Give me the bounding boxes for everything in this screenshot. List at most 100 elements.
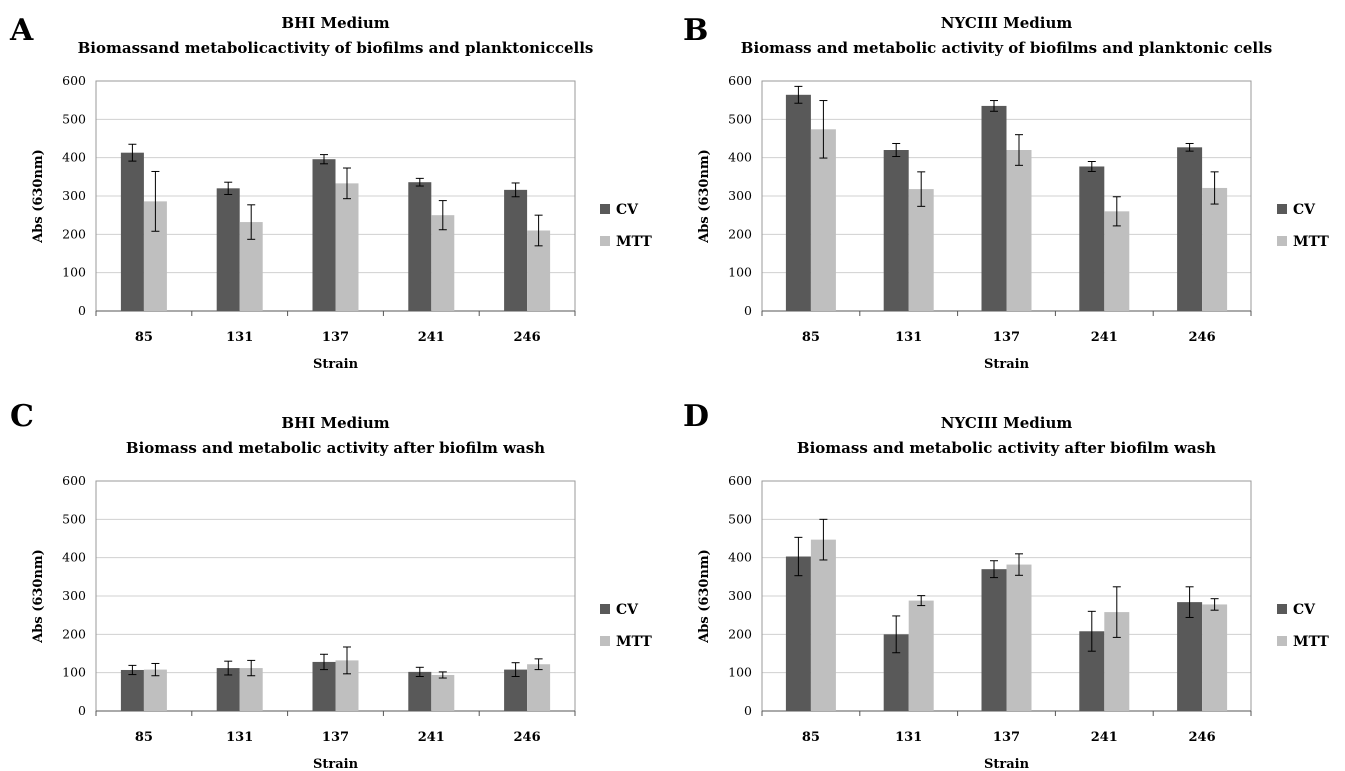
panel-letter-b: B bbox=[683, 13, 708, 48]
bar-mtt-131 bbox=[239, 668, 263, 711]
legend-swatch-mtt bbox=[600, 636, 610, 646]
y-tick-label: 500 bbox=[62, 111, 86, 126]
chart-subtitle-b: Biomass and metabolic activity of biofil… bbox=[741, 39, 1272, 57]
y-tick-label: 500 bbox=[728, 111, 752, 126]
bar-mtt-246 bbox=[1202, 187, 1228, 311]
x-axis-label-d: Strain bbox=[984, 757, 1030, 771]
bar-mtt-131 bbox=[908, 189, 934, 311]
legend-swatch-mtt bbox=[1277, 236, 1287, 246]
y-tick-label: 300 bbox=[62, 188, 86, 203]
bar-cv-137 bbox=[312, 159, 336, 311]
legend-swatch-cv bbox=[600, 604, 610, 614]
y-tick-label: 100 bbox=[62, 265, 86, 280]
legend-label-mtt: MTT bbox=[1293, 634, 1329, 650]
legend-swatch-cv bbox=[1277, 204, 1287, 214]
legend-label-cv: CV bbox=[616, 202, 639, 218]
bar-mtt-246 bbox=[527, 664, 551, 711]
bar-cv-241 bbox=[408, 182, 432, 311]
chart-svg-c: C BHI Medium Biomass and metabolic activit… bbox=[10, 399, 652, 771]
y-tick-label: 200 bbox=[728, 626, 752, 641]
chart-title-a: BHI Medium bbox=[281, 14, 389, 32]
bar-mtt-241 bbox=[431, 674, 455, 711]
bar-cv-137 bbox=[981, 569, 1007, 711]
x-axis-label-c: Strain bbox=[313, 757, 359, 771]
y-tick-label: 400 bbox=[62, 150, 86, 165]
x-category-label: 246 bbox=[514, 730, 541, 745]
y-tick-label: 0 bbox=[78, 303, 86, 318]
y-axis-label-c: Abs (630nm) bbox=[31, 549, 46, 644]
legend-label-mtt: MTT bbox=[616, 234, 652, 250]
y-tick-label: 600 bbox=[62, 473, 86, 488]
x-category-label: 131 bbox=[226, 330, 253, 345]
panel-letter-a: A bbox=[9, 13, 34, 48]
legend-label-cv: CV bbox=[1293, 602, 1316, 618]
chart-panel-b: B NYCIII Medium Biomass and metabolic acti… bbox=[673, 0, 1345, 385]
y-tick-label: 500 bbox=[62, 511, 86, 526]
bar-mtt-137 bbox=[335, 183, 359, 311]
y-tick-label: 600 bbox=[728, 473, 752, 488]
bar-cv-137 bbox=[981, 105, 1007, 312]
chart-panel-c: C BHI Medium Biomass and metabolic activit… bbox=[0, 386, 672, 771]
x-axis-label-a: Strain bbox=[313, 357, 359, 372]
x-axis-label-b: Strain bbox=[984, 357, 1030, 372]
chart-subtitle-a: Biomassand metabolicactivity of biofilms… bbox=[78, 39, 594, 57]
y-tick-label: 300 bbox=[62, 588, 86, 603]
bar-mtt-137 bbox=[1006, 150, 1032, 311]
legend-swatch-cv bbox=[600, 204, 610, 214]
x-category-label: 85 bbox=[802, 730, 820, 745]
bar-cv-131 bbox=[216, 668, 240, 711]
y-tick-label: 400 bbox=[62, 550, 86, 565]
y-tick-label: 500 bbox=[728, 511, 752, 526]
bar-cv-85 bbox=[785, 94, 811, 311]
bar-cv-85 bbox=[120, 152, 144, 311]
legend-label-cv: CV bbox=[1293, 202, 1316, 218]
legend-label-cv: CV bbox=[616, 602, 639, 618]
bar-mtt-137 bbox=[335, 660, 359, 711]
bar-mtt-131 bbox=[239, 222, 263, 311]
x-category-label: 85 bbox=[135, 730, 153, 745]
x-category-label: 137 bbox=[322, 730, 349, 745]
bar-mtt-85 bbox=[143, 669, 167, 711]
chart-svg-d: D NYCIII Medium Biomass and metabolic acti… bbox=[683, 399, 1329, 771]
x-category-label: 131 bbox=[226, 730, 253, 745]
y-tick-label: 0 bbox=[744, 303, 752, 318]
y-tick-label: 100 bbox=[728, 665, 752, 680]
y-axis-label-a: Abs (630nm) bbox=[31, 149, 46, 244]
bar-mtt-137 bbox=[1006, 564, 1032, 711]
bar-cv-246 bbox=[1177, 147, 1203, 311]
x-category-label: 137 bbox=[993, 330, 1020, 345]
legend-label-mtt: MTT bbox=[1293, 234, 1329, 250]
chart-subtitle-c: Biomass and metabolic activity after bio… bbox=[126, 439, 545, 457]
bar-mtt-246 bbox=[1202, 604, 1228, 711]
y-tick-label: 600 bbox=[728, 73, 752, 88]
y-tick-label: 0 bbox=[744, 703, 752, 718]
bar-cv-246 bbox=[504, 189, 528, 311]
bar-cv-241 bbox=[1079, 166, 1105, 311]
bar-mtt-85 bbox=[810, 539, 836, 711]
chart-title-c: BHI Medium bbox=[281, 414, 389, 432]
y-axis-label-b: Abs (630nm) bbox=[697, 149, 712, 244]
y-tick-label: 300 bbox=[728, 588, 752, 603]
y-tick-label: 400 bbox=[728, 150, 752, 165]
bar-cv-137 bbox=[312, 661, 336, 711]
panel-letter-c: C bbox=[10, 399, 34, 434]
bar-mtt-246 bbox=[527, 230, 551, 311]
legend-swatch-mtt bbox=[1277, 636, 1287, 646]
y-tick-label: 300 bbox=[728, 188, 752, 203]
panel-letter-d: D bbox=[683, 399, 709, 434]
bar-cv-241 bbox=[408, 671, 432, 711]
y-axis-label-d: Abs (630nm) bbox=[697, 549, 712, 644]
x-category-label: 246 bbox=[1189, 730, 1216, 745]
y-tick-label: 100 bbox=[62, 665, 86, 680]
y-tick-label: 100 bbox=[728, 265, 752, 280]
y-tick-label: 0 bbox=[78, 703, 86, 718]
x-category-label: 241 bbox=[1091, 730, 1118, 745]
bar-mtt-131 bbox=[908, 600, 934, 711]
y-tick-label: 200 bbox=[62, 626, 86, 641]
bar-mtt-241 bbox=[431, 215, 455, 311]
bar-mtt-85 bbox=[143, 201, 167, 311]
chart-svg-b: B NYCIII Medium Biomass and metabolic acti… bbox=[683, 13, 1329, 372]
y-tick-label: 400 bbox=[728, 550, 752, 565]
x-category-label: 137 bbox=[993, 730, 1020, 745]
